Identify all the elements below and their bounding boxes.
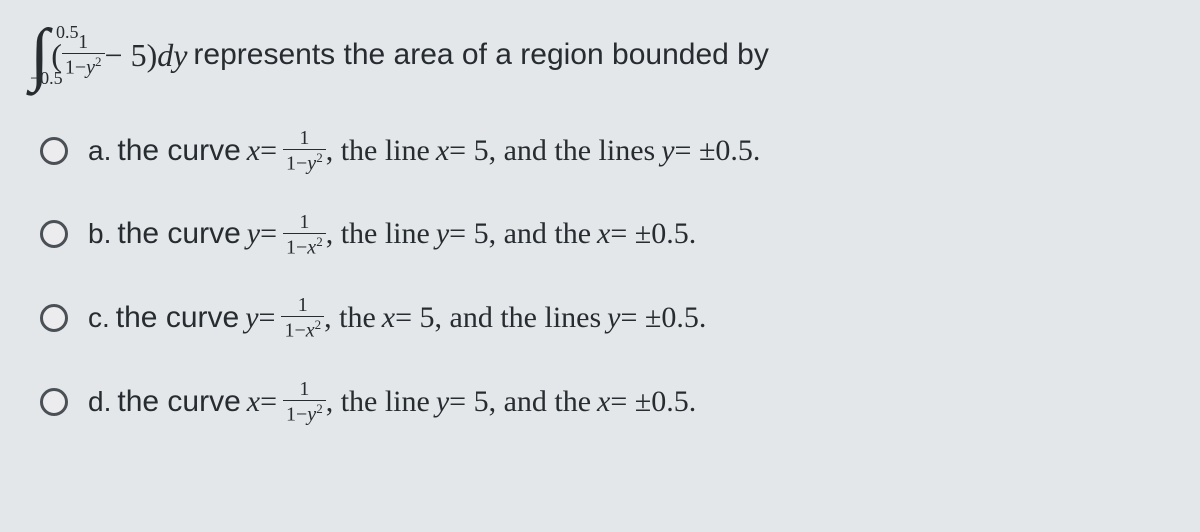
fraction: 1 1−x2 (281, 295, 324, 341)
option-a[interactable]: a. the curve x = 1 1−y2 , the line x = 5… (40, 128, 1170, 174)
option-label: c. (88, 302, 110, 334)
radio-a[interactable] (40, 137, 68, 165)
option-d[interactable]: d. the curve x = 1 1−y2 , the line y = 5… (40, 379, 1170, 425)
option-label: d. (88, 386, 111, 418)
stem-text: represents the area of a region bounded … (193, 35, 768, 75)
option-b[interactable]: b. the curve y = 1 1−x2 , the line y = 5… (40, 212, 1170, 258)
radio-c[interactable] (40, 304, 68, 332)
option-c[interactable]: c. the curve y = 1 1−x2 , the x = 5 , an… (40, 295, 1170, 341)
upper-limit: 0.5 (56, 12, 79, 52)
integral-sign: ∫ 0.5 −0.5 (30, 20, 49, 90)
option-label: b. (88, 218, 111, 250)
question-container: ∫ 0.5 −0.5 ( 1 1−y2 − 5) dy represents t… (0, 0, 1200, 435)
radio-d[interactable] (40, 388, 68, 416)
fraction: 1 1−x2 (283, 212, 326, 258)
option-label: a. (88, 135, 111, 167)
integral-expression: ∫ 0.5 −0.5 ( 1 1−y2 − 5) dy (30, 20, 187, 90)
lower-limit: −0.5 (30, 58, 63, 98)
radio-b[interactable] (40, 220, 68, 248)
fraction: 1 1−y2 (283, 379, 326, 425)
options-list: a. the curve x = 1 1−y2 , the line x = 5… (30, 128, 1170, 425)
question-stem: ∫ 0.5 −0.5 ( 1 1−y2 − 5) dy represents t… (30, 20, 1170, 90)
fraction: 1 1−y2 (283, 128, 326, 174)
